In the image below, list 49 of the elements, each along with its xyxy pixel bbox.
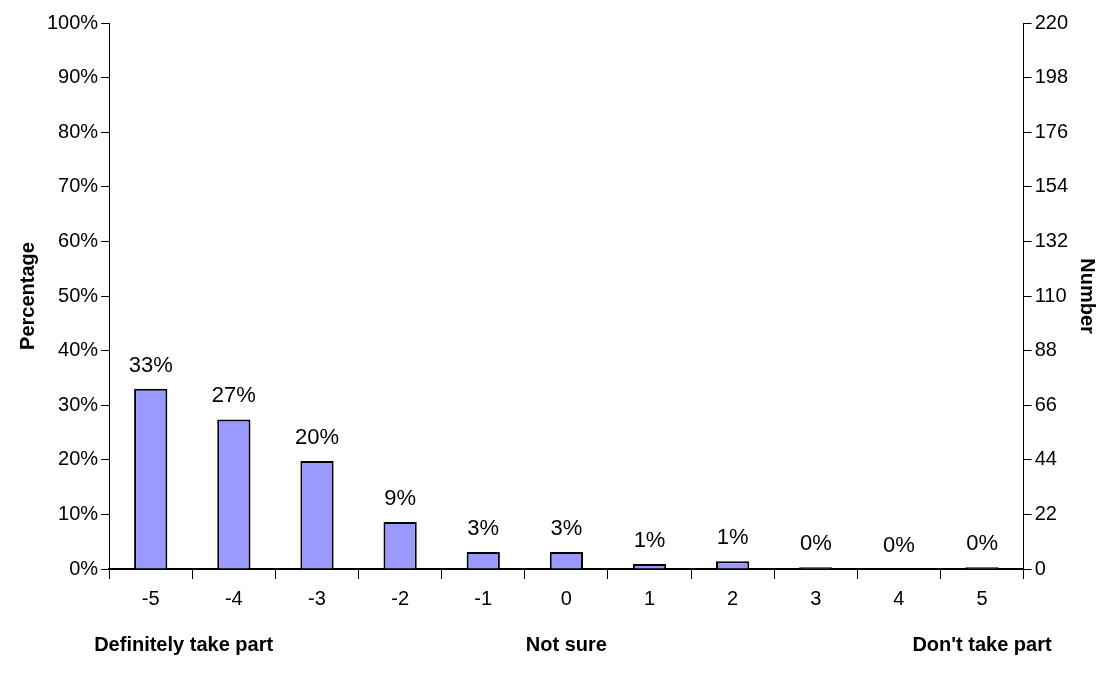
y-axis-title: Percentage — [15, 242, 38, 350]
y-tick-label: 50% — [58, 283, 99, 306]
x-tick-label: 5 — [976, 586, 988, 609]
y2-tick-label: 110 — [1034, 283, 1067, 306]
y2-tick-label: 88 — [1034, 338, 1057, 361]
y-tick-label: 20% — [58, 447, 99, 470]
y2-tick-label: 154 — [1034, 174, 1069, 197]
y-tick-label: 70% — [58, 174, 99, 197]
data-label: 9% — [384, 485, 417, 511]
y2-tick-label: 132 — [1034, 228, 1069, 251]
y2-tick-label: 44 — [1034, 447, 1057, 470]
y2-tick-label: 176 — [1034, 119, 1069, 142]
x-tick-label: 0 — [560, 586, 572, 609]
data-label: 0% — [966, 530, 998, 556]
data-label: 0% — [883, 532, 915, 558]
data-label: 3% — [467, 515, 500, 541]
y-tick-label: 0% — [69, 556, 99, 579]
x-tick-label: 1 — [643, 586, 656, 609]
data-label: 0% — [799, 530, 832, 556]
y-tick-label: 60% — [58, 228, 99, 251]
data-label: 3% — [550, 515, 583, 541]
data-label: 33% — [128, 351, 173, 377]
y-tick-label: 10% — [58, 501, 99, 524]
y2-tick-label: 22 — [1034, 501, 1057, 524]
x-tick-label: 3 — [810, 586, 822, 609]
data-label: 1% — [716, 524, 749, 550]
data-label: 20% — [294, 423, 340, 449]
data-label: 27% — [211, 382, 256, 408]
x-tick-label: 4 — [893, 586, 905, 609]
y2-tick-label: 198 — [1034, 65, 1069, 88]
x-tick-label: -3 — [308, 586, 326, 609]
y-tick-label: 80% — [58, 119, 99, 142]
text: Definitely take part — [94, 633, 274, 655]
y2-tick-label: 220 — [1034, 10, 1069, 33]
text: Not sure — [525, 633, 607, 655]
x-tick-label: -5 — [141, 586, 160, 609]
y-tick-label: 40% — [58, 338, 99, 361]
x-tick-label: -4 — [224, 586, 243, 609]
x-tick-label: 2 — [727, 586, 739, 609]
x-tick-label: -2 — [391, 586, 410, 609]
text: Don't take part — [912, 633, 1052, 655]
data-label: 1% — [633, 527, 666, 553]
y-tick-label: 30% — [58, 392, 99, 415]
x-tick-label: -1 — [474, 586, 493, 609]
y2-tick-label: 66 — [1034, 392, 1057, 415]
y2-tick-label: 0 — [1034, 556, 1046, 579]
y-tick-label: 90% — [58, 65, 99, 88]
y2-axis-title: Number — [1077, 258, 1100, 334]
y-tick-label: 100% — [47, 10, 99, 33]
